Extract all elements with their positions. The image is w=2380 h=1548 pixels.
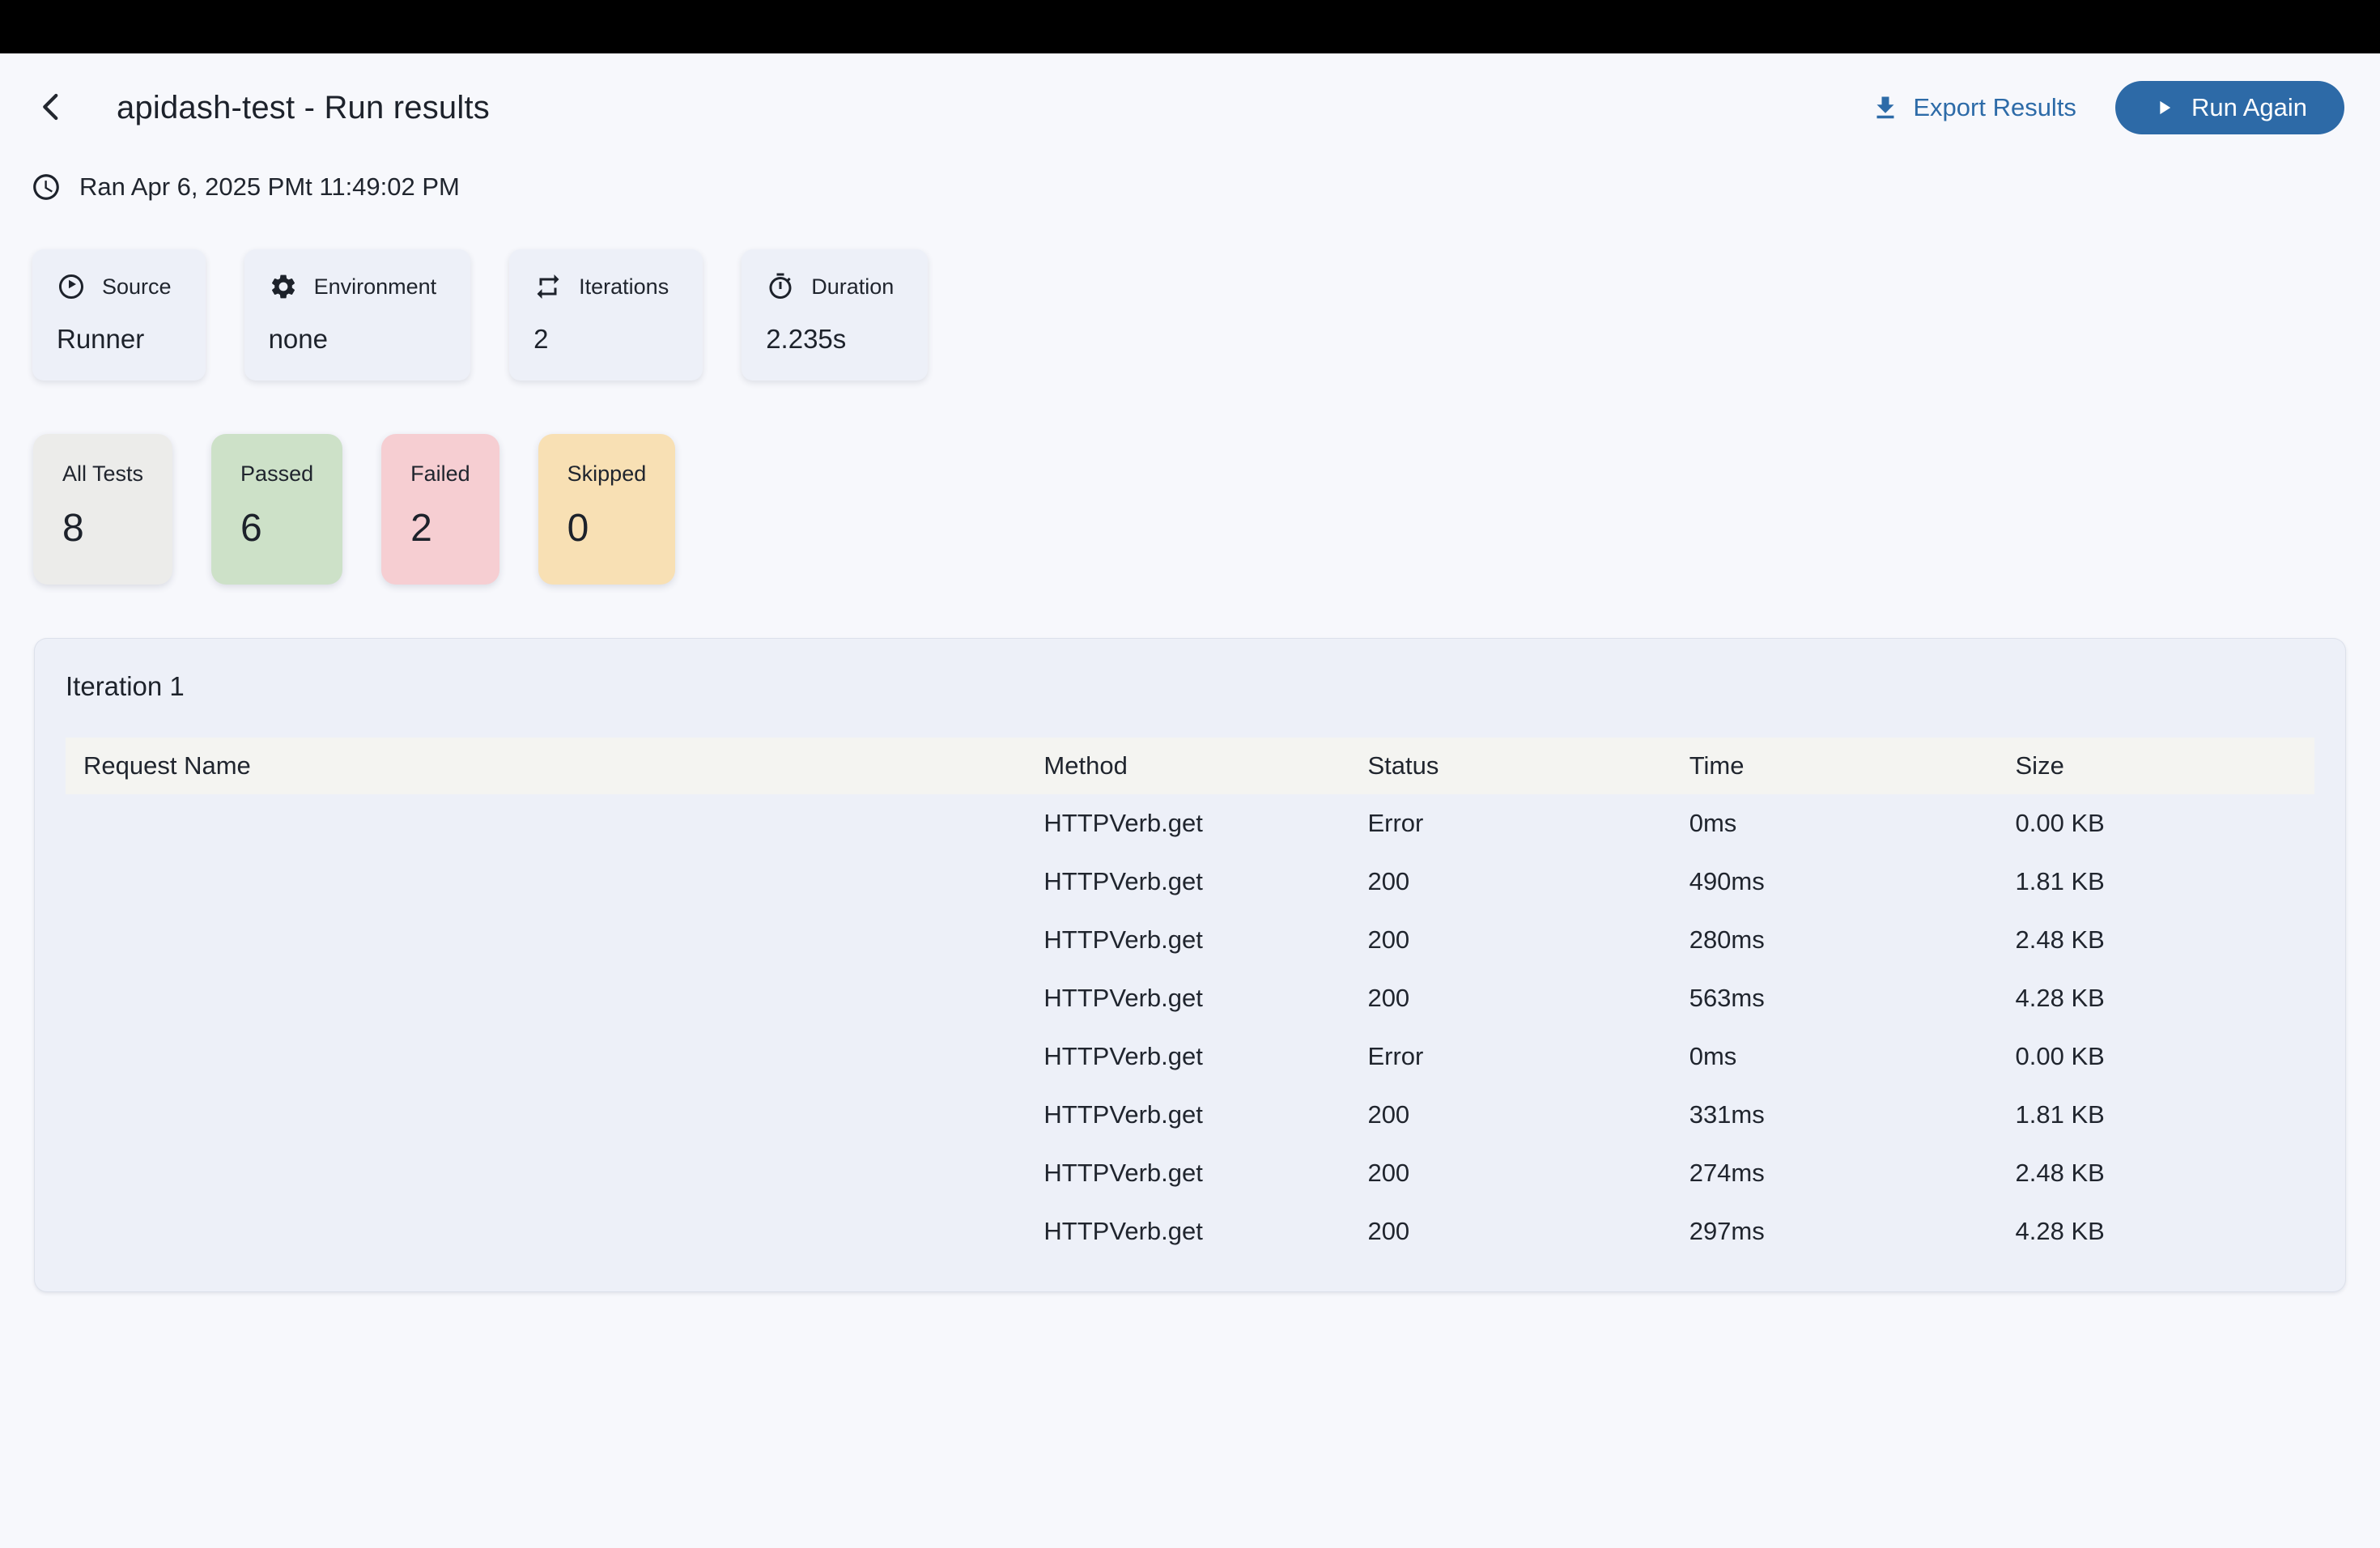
cell-time: 0ms xyxy=(1689,809,1737,837)
cell-status: Error xyxy=(1367,809,1424,837)
run-timestamp-text: Ran Apr 6, 2025 PMt 11:49:02 PM xyxy=(79,172,460,201)
export-results-button[interactable]: Export Results xyxy=(1871,93,2076,122)
stat-card-value: 2 xyxy=(410,507,432,550)
cell-size: 2.48 KB xyxy=(2015,925,2105,954)
cell-size: 4.28 KB xyxy=(2015,984,2105,1012)
info-card-value: Runner xyxy=(57,324,145,354)
repeat-icon xyxy=(533,272,563,301)
cell-status: 200 xyxy=(1367,984,1410,1012)
stat-card-passed[interactable]: Passed 6 xyxy=(211,434,343,585)
gear-icon xyxy=(269,272,298,301)
cell-time: 280ms xyxy=(1689,925,1765,954)
cell-status: 200 xyxy=(1367,1217,1410,1245)
column-header-status: Status xyxy=(1367,751,1439,780)
stat-card-failed[interactable]: Failed 2 xyxy=(381,434,499,585)
info-card-value: none xyxy=(268,324,328,354)
info-card-value: 2 xyxy=(533,324,549,354)
cell-time: 490ms xyxy=(1689,867,1765,895)
cell-method: HTTPVerb.get xyxy=(1043,925,1203,954)
info-card-iterations: Iterations 2 xyxy=(509,249,703,381)
window-top-bar xyxy=(0,0,2380,53)
column-header-request-name: Request Name xyxy=(83,751,251,780)
play-circle-icon xyxy=(57,272,86,301)
run-again-button[interactable]: Run Again xyxy=(2114,81,2344,134)
run-timestamp-row: Ran Apr 6, 2025 PMt 11:49:02 PM xyxy=(31,172,2380,202)
iteration-title: Iteration 1 xyxy=(66,671,185,701)
cell-size: 0.00 KB xyxy=(2015,1042,2105,1070)
stat-card-label: Failed xyxy=(410,461,470,486)
page-title: apidash-test - Run results xyxy=(117,89,490,125)
test-stat-cards: All Tests 8 Passed 6 Failed 2 Skipped 0 xyxy=(33,434,2380,585)
play-icon xyxy=(2153,96,2175,119)
cell-method: HTTPVerb.get xyxy=(1043,984,1203,1012)
cell-request-name xyxy=(66,794,1043,853)
download-icon xyxy=(1871,93,1900,122)
cell-time: 0ms xyxy=(1689,1042,1737,1070)
info-card-value: 2.235s xyxy=(766,324,847,354)
cell-size: 4.28 KB xyxy=(2015,1217,2105,1245)
results-table-header: Request Name Method Status Time Size xyxy=(66,738,2314,794)
table-row[interactable]: HTTPVerb.get 200 274ms 2.48 KB xyxy=(66,1144,2314,1202)
cell-request-name xyxy=(66,911,1043,969)
stat-card-label: Skipped xyxy=(567,461,647,486)
cell-status: 200 xyxy=(1367,1159,1410,1187)
cell-time: 297ms xyxy=(1689,1217,1765,1245)
cell-request-name xyxy=(66,969,1043,1027)
table-row[interactable]: HTTPVerb.get 200 563ms 4.28 KB xyxy=(66,969,2314,1027)
iteration-section: Iteration 1 Request Name Method Status Time… xyxy=(34,638,2346,1292)
cell-size: 2.48 KB xyxy=(2015,1159,2105,1187)
run-info-cards: Source Runner Environment none Iteration… xyxy=(32,249,2380,381)
stat-card-label: All Tests xyxy=(62,461,144,486)
info-card-duration: Duration 2.235s xyxy=(742,249,929,381)
table-row[interactable]: HTTPVerb.get 200 297ms 4.28 KB xyxy=(66,1202,2314,1261)
cell-method: HTTPVerb.get xyxy=(1043,1100,1203,1129)
cell-size: 0.00 KB xyxy=(2015,809,2105,837)
stat-card-skipped[interactable]: Skipped 0 xyxy=(538,434,676,585)
cell-size: 1.81 KB xyxy=(2015,1100,2105,1129)
cell-time: 563ms xyxy=(1689,984,1765,1012)
table-row[interactable]: HTTPVerb.get 200 331ms 1.81 KB xyxy=(66,1086,2314,1144)
cell-time: 331ms xyxy=(1689,1100,1765,1129)
cell-method: HTTPVerb.get xyxy=(1043,867,1203,895)
run-again-label: Run Again xyxy=(2191,93,2307,121)
cell-status: 200 xyxy=(1367,867,1410,895)
cell-method: HTTPVerb.get xyxy=(1043,1042,1203,1070)
cell-method: HTTPVerb.get xyxy=(1043,809,1203,837)
cell-request-name xyxy=(66,1144,1043,1202)
column-header-time: Time xyxy=(1689,751,1745,780)
header-actions: Export Results Run Again xyxy=(1871,81,2344,134)
cell-method: HTTPVerb.get xyxy=(1043,1217,1203,1245)
stat-card-value: 6 xyxy=(240,507,262,550)
back-button[interactable] xyxy=(28,83,76,132)
stat-card-value: 0 xyxy=(567,507,589,550)
table-row[interactable]: HTTPVerb.get 200 280ms 2.48 KB xyxy=(66,911,2314,969)
clock-icon xyxy=(31,172,62,202)
stat-card-all-tests[interactable]: All Tests 8 xyxy=(33,434,173,585)
cell-status: Error xyxy=(1367,1042,1424,1070)
chevron-left-icon xyxy=(35,90,69,126)
table-row[interactable]: HTTPVerb.get 200 490ms 1.81 KB xyxy=(66,853,2314,911)
cell-method: HTTPVerb.get xyxy=(1043,1159,1203,1187)
column-header-size: Size xyxy=(2015,751,2064,780)
cell-request-name xyxy=(66,1027,1043,1086)
cell-request-name xyxy=(66,1086,1043,1144)
stat-card-label: Passed xyxy=(240,461,314,486)
table-row[interactable]: HTTPVerb.get Error 0ms 0.00 KB xyxy=(66,794,2314,853)
page-header: apidash-test - Run results Export Result… xyxy=(0,53,2380,134)
stat-card-value: 8 xyxy=(62,507,84,550)
results-table: Request Name Method Status Time Size HTTPVer… xyxy=(66,738,2314,1261)
cell-request-name xyxy=(66,1202,1043,1261)
cell-size: 1.81 KB xyxy=(2015,867,2105,895)
cell-status: 200 xyxy=(1367,925,1410,954)
stopwatch-icon xyxy=(766,272,795,301)
info-card-environment: Environment none xyxy=(244,249,471,381)
info-card-source: Source Runner xyxy=(32,249,206,381)
cell-status: 200 xyxy=(1367,1100,1410,1129)
column-header-method: Method xyxy=(1043,751,1128,780)
table-row[interactable]: HTTPVerb.get Error 0ms 0.00 KB xyxy=(66,1027,2314,1086)
cell-time: 274ms xyxy=(1689,1159,1765,1187)
export-results-label: Export Results xyxy=(1913,93,2076,121)
cell-request-name xyxy=(66,853,1043,911)
